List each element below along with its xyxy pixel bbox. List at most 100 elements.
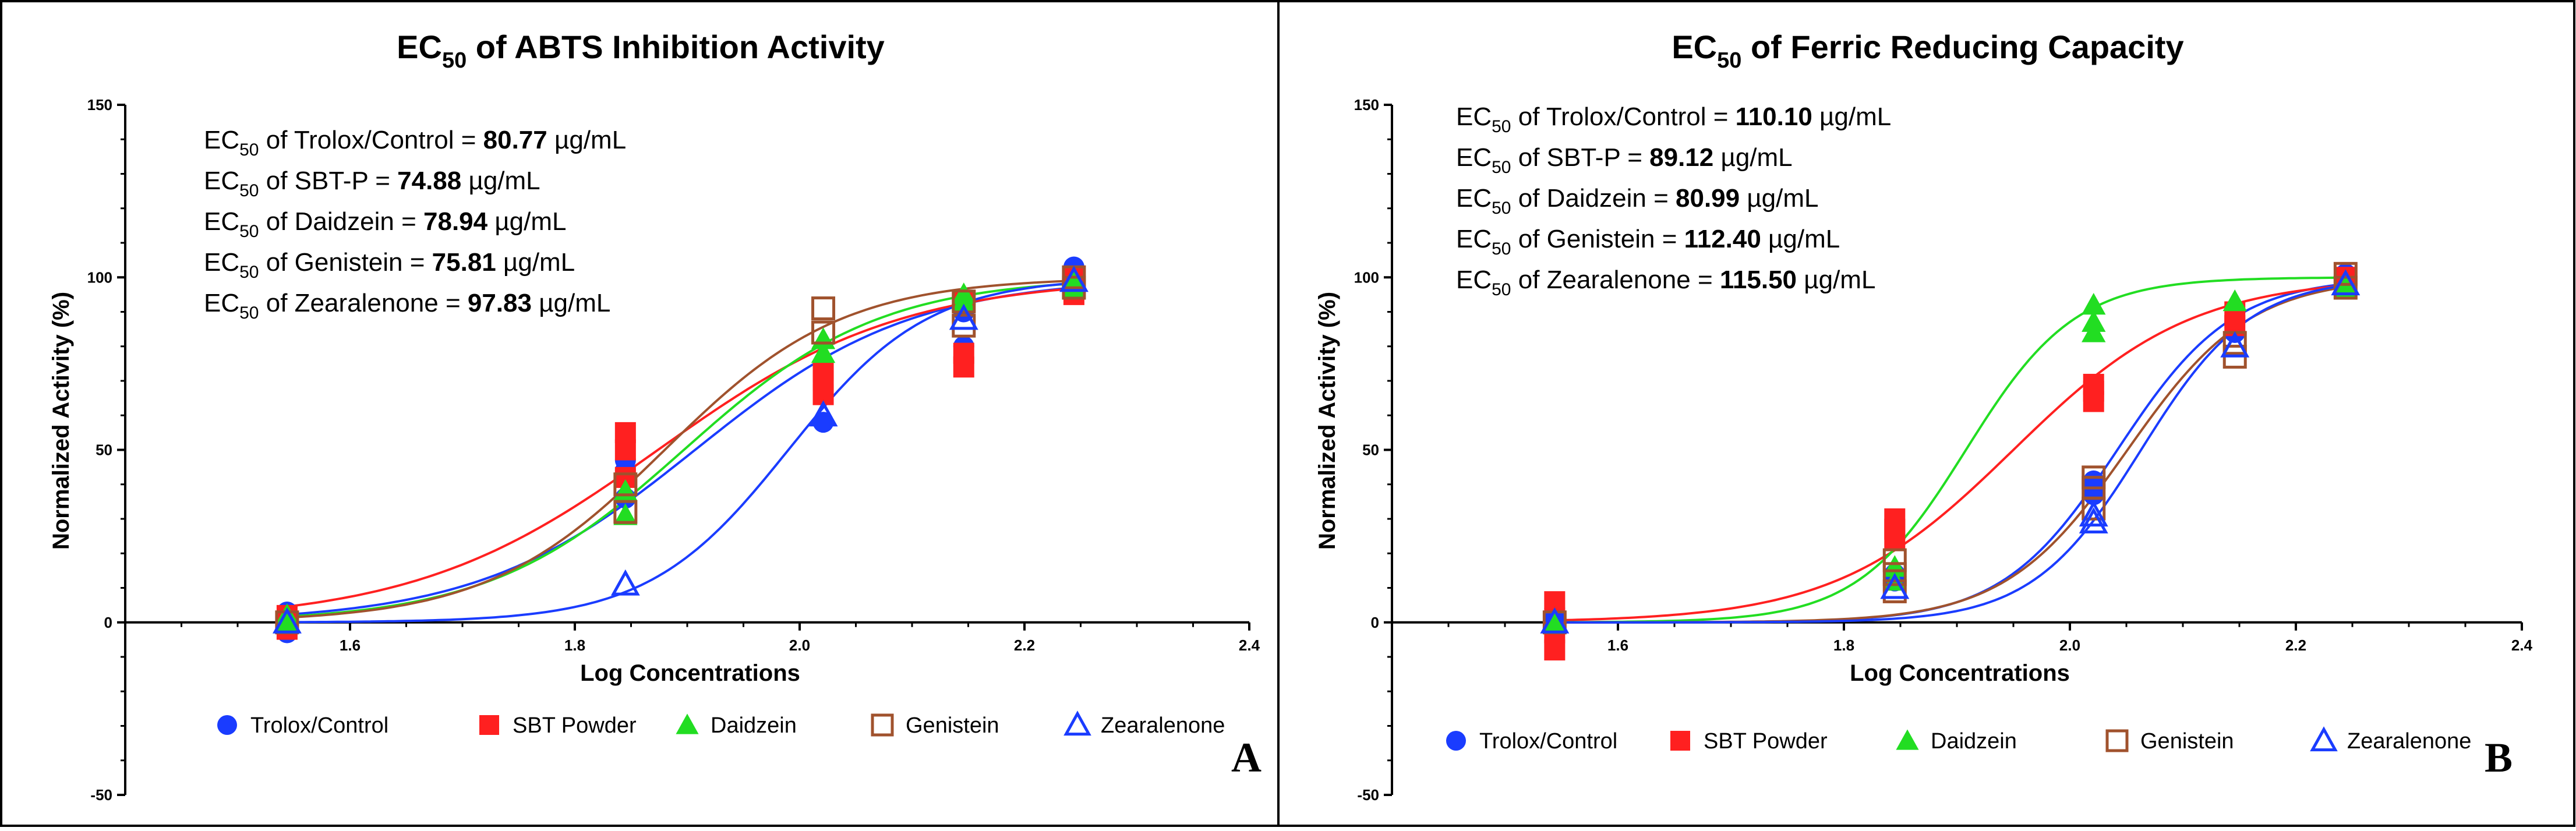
ec50-annotation: EC50 of SBT-P = 89.12 µg/mL	[1456, 143, 1793, 177]
point-zearalenone	[610, 569, 640, 596]
point-genistein	[811, 320, 836, 345]
point-trolox-control	[2083, 470, 2104, 491]
point-genistein	[2333, 261, 2358, 286]
x-tick-label: 1.6	[1607, 636, 1628, 654]
ec50-annotation: EC50 of Genistein = 112.40 µg/mL	[1456, 225, 1840, 259]
panel-label: B	[2485, 734, 2513, 781]
point-daidzein	[1542, 610, 1567, 632]
point-sbt-powder	[953, 342, 974, 364]
chart-title: EC50 of Ferric Reducing Capacity	[1672, 29, 2183, 73]
y-tick-label: -50	[90, 786, 112, 804]
y-tick-label: 150	[87, 96, 112, 114]
point-genistein	[613, 500, 638, 524]
ec50-annotation: EC50 of Genistein = 75.81 µg/mL	[204, 248, 575, 282]
chart-title: EC50 of ABTS Inhibition Activity	[397, 29, 885, 73]
legend-label-sbt-powder: SBT Powder	[1704, 729, 1828, 754]
y-tick-label: 150	[1354, 96, 1379, 114]
x-tick-label: 1.8	[564, 636, 585, 654]
legend-marker-trolox-control	[1446, 731, 1466, 751]
point-daidzein	[2333, 275, 2358, 298]
y-tick-label: 0	[1371, 614, 1379, 631]
point-daidzein	[811, 341, 836, 363]
point-daidzein	[1062, 268, 1086, 291]
point-zearalenone	[1059, 266, 1089, 292]
x-tick-label: 1.8	[1833, 636, 1854, 654]
legend-label-genistein: Genistein	[2140, 729, 2234, 754]
legend-label-daidzein: Daidzein	[1931, 729, 2017, 754]
point-zearalenone	[949, 303, 978, 330]
point-genistein	[613, 472, 638, 497]
legend-marker-zearalenone	[2310, 726, 2338, 752]
curve-zearalenone	[287, 282, 1075, 624]
chart-a: EC50 of ABTS Inhibition Activity 150 100 50…	[48, 29, 1262, 804]
ec50-annotation: EC50 of SBT-P = 74.88 µg/mL	[204, 167, 540, 200]
panel-b-border	[1277, 0, 2575, 827]
point-sbt-powder	[1884, 508, 1906, 529]
x-tick-label: 2.4	[2511, 636, 2533, 654]
y-tick-label: 50	[96, 441, 112, 459]
point-zearalenone	[2079, 507, 2108, 533]
ec50-annotation: EC50 of Trolox/Control = 80.77 µg/mL	[204, 126, 626, 160]
curve-trolox-control	[287, 286, 1075, 616]
point-genistein	[2082, 465, 2106, 490]
point-zearalenone	[2079, 500, 2108, 527]
x-axis-label: Log Concentrations	[580, 660, 800, 686]
y-tick-label: 0	[104, 614, 112, 631]
x-tick-label: 2.2	[2285, 636, 2306, 654]
point-genistein	[1882, 579, 1907, 603]
ec50-annotation: EC50 of Daidzein = 80.99 µg/mL	[1456, 184, 1819, 218]
legend-marker-zearalenone	[1063, 710, 1091, 736]
legend-marker-genistein	[2105, 729, 2129, 752]
legend-label-genistein: Genistein	[906, 713, 999, 738]
ec50-annotation: EC50 of Zearalenone = 97.83 µg/mL	[204, 289, 610, 323]
point-zearalenone	[1540, 607, 1570, 634]
y-tick-label: 100	[1354, 268, 1379, 286]
point-genistein	[1882, 562, 1907, 586]
point-genistein	[2333, 275, 2358, 300]
curve-zearalenone	[1554, 284, 2346, 624]
point-genistein	[1882, 548, 1907, 572]
x-tick-label: 2.4	[1239, 636, 1260, 654]
legend-label-trolox-control: Trolox/Control	[250, 713, 388, 738]
point-genistein	[811, 296, 836, 321]
curve-daidzein	[1554, 276, 2346, 624]
point-genistein	[952, 289, 976, 314]
x-axis-label: Log Concentrations	[1850, 660, 2070, 686]
legend-marker-sbt-powder	[479, 715, 499, 735]
y-tick-label: -50	[1357, 786, 1379, 804]
legend-label-zearalenone: Zearalenone	[1101, 713, 1225, 738]
legend-marker-daidzein	[1896, 729, 1919, 750]
ec50-annotation: EC50 of Trolox/Control = 110.10 µg/mL	[1456, 102, 1891, 136]
legend-marker-daidzein	[676, 713, 699, 734]
point-daidzein	[2082, 292, 2106, 315]
ec50-annotation: EC50 of Zearalenone = 115.50 µg/mL	[1456, 266, 1875, 299]
panel-label: A	[1231, 734, 1262, 781]
y-axis-label: Normalized Activity (%)	[1314, 292, 1340, 550]
point-sbt-powder	[614, 422, 636, 443]
point-zearalenone	[272, 607, 302, 634]
point-daidzein	[2082, 310, 2106, 332]
point-sbt-powder	[812, 360, 834, 381]
chart-b: EC50 of Ferric Reducing Capacity 150 100 50…	[1314, 29, 2533, 804]
x-tick-label: 1.6	[340, 636, 361, 654]
y-axis-label: Normalized Activity (%)	[48, 292, 74, 550]
x-tick-label: 2.0	[789, 636, 810, 654]
ec50-annotation: EC50 of Daidzein = 78.94 µg/mL	[204, 207, 567, 241]
point-zearalenone	[2220, 331, 2250, 358]
curve-genistein	[287, 280, 1074, 619]
point-daidzein	[952, 282, 976, 305]
point-zearalenone	[1880, 572, 1910, 599]
legend-label-daidzein: Daidzein	[711, 713, 797, 738]
x-tick-label: 2.2	[1014, 636, 1035, 654]
point-trolox-control	[812, 412, 834, 433]
point-daidzein	[2222, 289, 2247, 312]
legend-marker-sbt-powder	[1670, 731, 1690, 751]
curve-sbt-powder	[1554, 284, 2346, 622]
point-daidzein	[613, 503, 638, 525]
point-zearalenone	[808, 400, 838, 427]
x-tick-label: 2.0	[2059, 636, 2080, 654]
y-tick-label: 100	[87, 268, 112, 286]
y-tick-label: 50	[1362, 441, 1379, 459]
legend-label-zearalenone: Zearalenone	[2347, 729, 2471, 754]
